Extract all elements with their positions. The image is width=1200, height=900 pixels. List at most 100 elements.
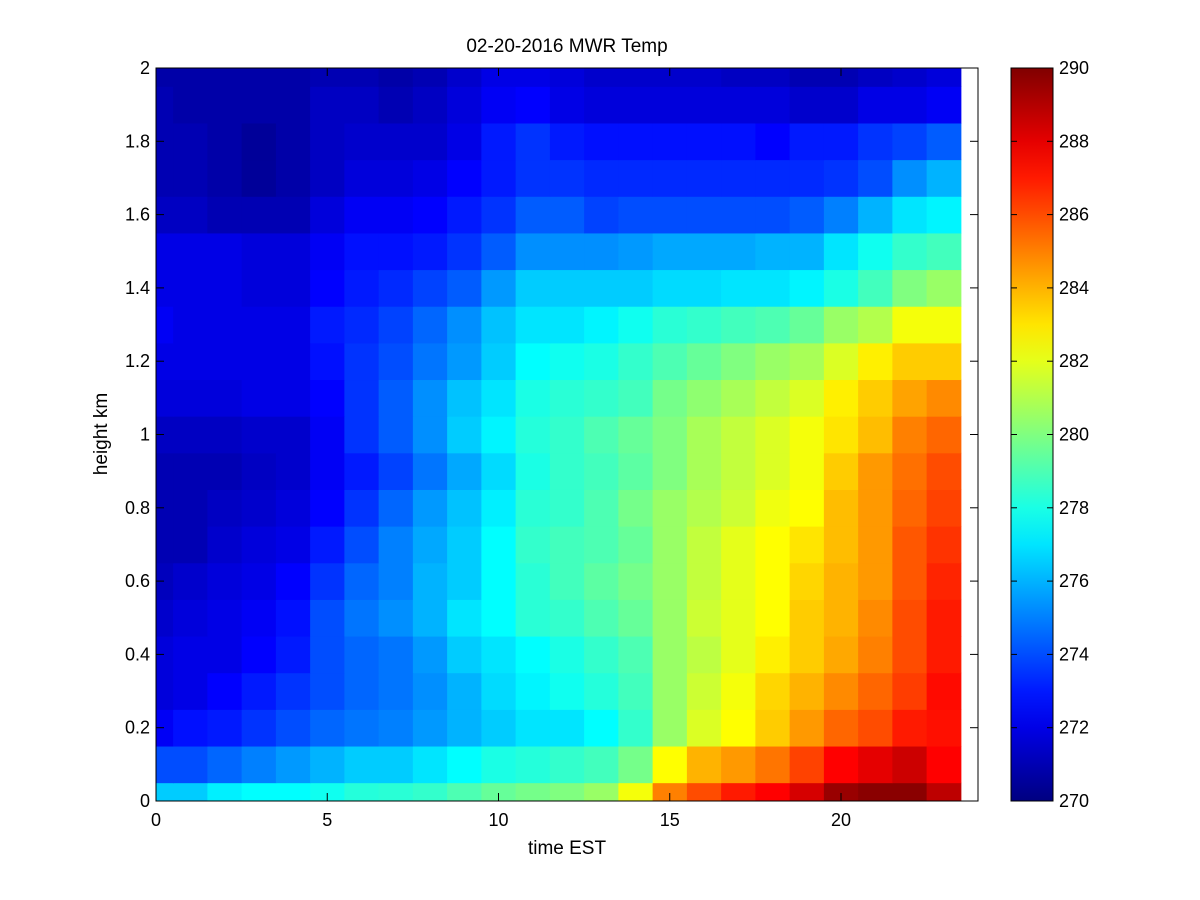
- heatmap-cell: [652, 672, 688, 710]
- heatmap-cell: [755, 782, 791, 802]
- heatmap-cell: [447, 122, 482, 161]
- heatmap-cell: [378, 599, 414, 637]
- heatmap-cell: [618, 68, 654, 87]
- heatmap-cell: [173, 86, 208, 124]
- heatmap-cell: [156, 342, 174, 381]
- heatmap-cell: [378, 416, 414, 454]
- colorbar-tick-label: 286: [1059, 205, 1089, 225]
- heatmap-cell: [652, 599, 688, 637]
- heatmap-cell: [310, 342, 345, 381]
- heatmap-cell: [823, 709, 859, 747]
- heatmap-cell: [823, 159, 859, 197]
- heatmap-cell: [378, 709, 414, 747]
- heatmap-cell: [378, 526, 414, 564]
- heatmap-cell: [584, 342, 619, 381]
- heatmap-cell: [481, 68, 517, 87]
- heatmap-cell: [344, 196, 380, 234]
- heatmap-cell: [310, 562, 345, 600]
- heatmap-cell: [549, 232, 585, 271]
- heatmap-cell: [241, 746, 277, 784]
- heatmap-cell: [241, 159, 277, 197]
- heatmap-cell: [721, 452, 756, 490]
- heatmap-cell: [344, 489, 380, 527]
- heatmap-cell: [173, 709, 208, 747]
- heatmap-cell: [789, 122, 825, 161]
- heatmap-cell: [686, 196, 722, 234]
- heatmap-cell: [549, 599, 585, 637]
- y-tick-label: 1.4: [125, 278, 150, 298]
- heatmap-cell: [378, 269, 414, 307]
- heatmap-cell: [823, 452, 859, 490]
- heatmap-cell: [823, 672, 859, 710]
- heatmap-cell: [789, 526, 825, 564]
- heatmap-cell: [892, 86, 928, 124]
- heatmap-cell: [755, 159, 791, 197]
- heatmap-cell: [789, 306, 825, 344]
- heatmap-cell: [515, 159, 551, 197]
- heatmap-cell: [823, 599, 859, 637]
- heatmap-cell: [686, 306, 722, 344]
- heatmap-cell: [549, 672, 585, 710]
- heatmap-cell: [721, 672, 756, 710]
- heatmap-cell: [926, 196, 962, 234]
- heatmap-cell: [447, 232, 482, 271]
- colorbar: 270 272 274 276 278 280 282 284 286 288 290: [1010, 58, 1089, 811]
- heatmap-cell: [584, 782, 619, 802]
- heatmap-cell: [241, 709, 277, 747]
- heatmap-cell: [858, 489, 893, 527]
- heatmap-cell: [858, 342, 893, 381]
- heatmap-cell: [275, 709, 311, 747]
- heatmap-cell: [275, 342, 311, 381]
- heatmap-cell: [755, 306, 791, 344]
- heatmap-cell: [310, 526, 345, 564]
- heatmap-cell: [310, 599, 345, 637]
- heatmap-cell: [618, 782, 654, 802]
- heatmap-cell: [481, 636, 517, 674]
- heatmap-cell: [789, 379, 825, 417]
- heatmap-cell: [721, 342, 756, 381]
- heatmap-cell: [584, 526, 619, 564]
- heatmap-cell: [858, 379, 893, 417]
- x-axis: 0 5 10 15 20: [151, 68, 851, 830]
- heatmap-cell: [515, 232, 551, 271]
- colorbar-tick-label: 282: [1059, 351, 1089, 371]
- y-tick-label: 1: [140, 425, 150, 445]
- heatmap-cell: [618, 306, 654, 344]
- heatmap-cell: [275, 489, 311, 527]
- heatmap-cell: [858, 86, 893, 124]
- heatmap-cell: [823, 68, 859, 87]
- heatmap-cell: [207, 122, 243, 161]
- heatmap-cell: [156, 68, 174, 87]
- heatmap-cell: [173, 672, 208, 710]
- heatmap-cell: [549, 562, 585, 600]
- heatmap-cell: [686, 122, 722, 161]
- heatmap-cell: [310, 379, 345, 417]
- x-tick-label: 20: [831, 810, 851, 830]
- heatmap-cell: [755, 489, 791, 527]
- colorbar-tick-label: 278: [1059, 498, 1089, 518]
- heatmap-cell: [344, 672, 380, 710]
- heatmap-cell: [412, 672, 448, 710]
- heatmap-cell: [378, 782, 414, 802]
- heatmap-cell: [344, 452, 380, 490]
- heatmap-cell: [481, 86, 517, 124]
- heatmap-cell: [378, 342, 414, 381]
- heatmap-cell: [310, 232, 345, 271]
- y-tick-label: 1.8: [125, 131, 150, 151]
- heatmap-cell: [549, 746, 585, 784]
- heatmap-cell: [686, 86, 722, 124]
- heatmap-cell: [549, 489, 585, 527]
- heatmap-cell: [344, 159, 380, 197]
- heatmap-cell: [892, 782, 928, 802]
- heatmap-cell: [241, 232, 277, 271]
- heatmap-cell: [412, 746, 448, 784]
- heatmap-cell: [481, 306, 517, 344]
- heatmap-cell: [241, 599, 277, 637]
- colorbar-tick-label: 270: [1059, 791, 1089, 811]
- heatmap-cell: [481, 782, 517, 802]
- heatmap-cell: [926, 562, 962, 600]
- heatmap-cell: [310, 68, 345, 87]
- heatmap-cell: [481, 342, 517, 381]
- heatmap-cell: [652, 86, 688, 124]
- heatmap-cell: [926, 746, 962, 784]
